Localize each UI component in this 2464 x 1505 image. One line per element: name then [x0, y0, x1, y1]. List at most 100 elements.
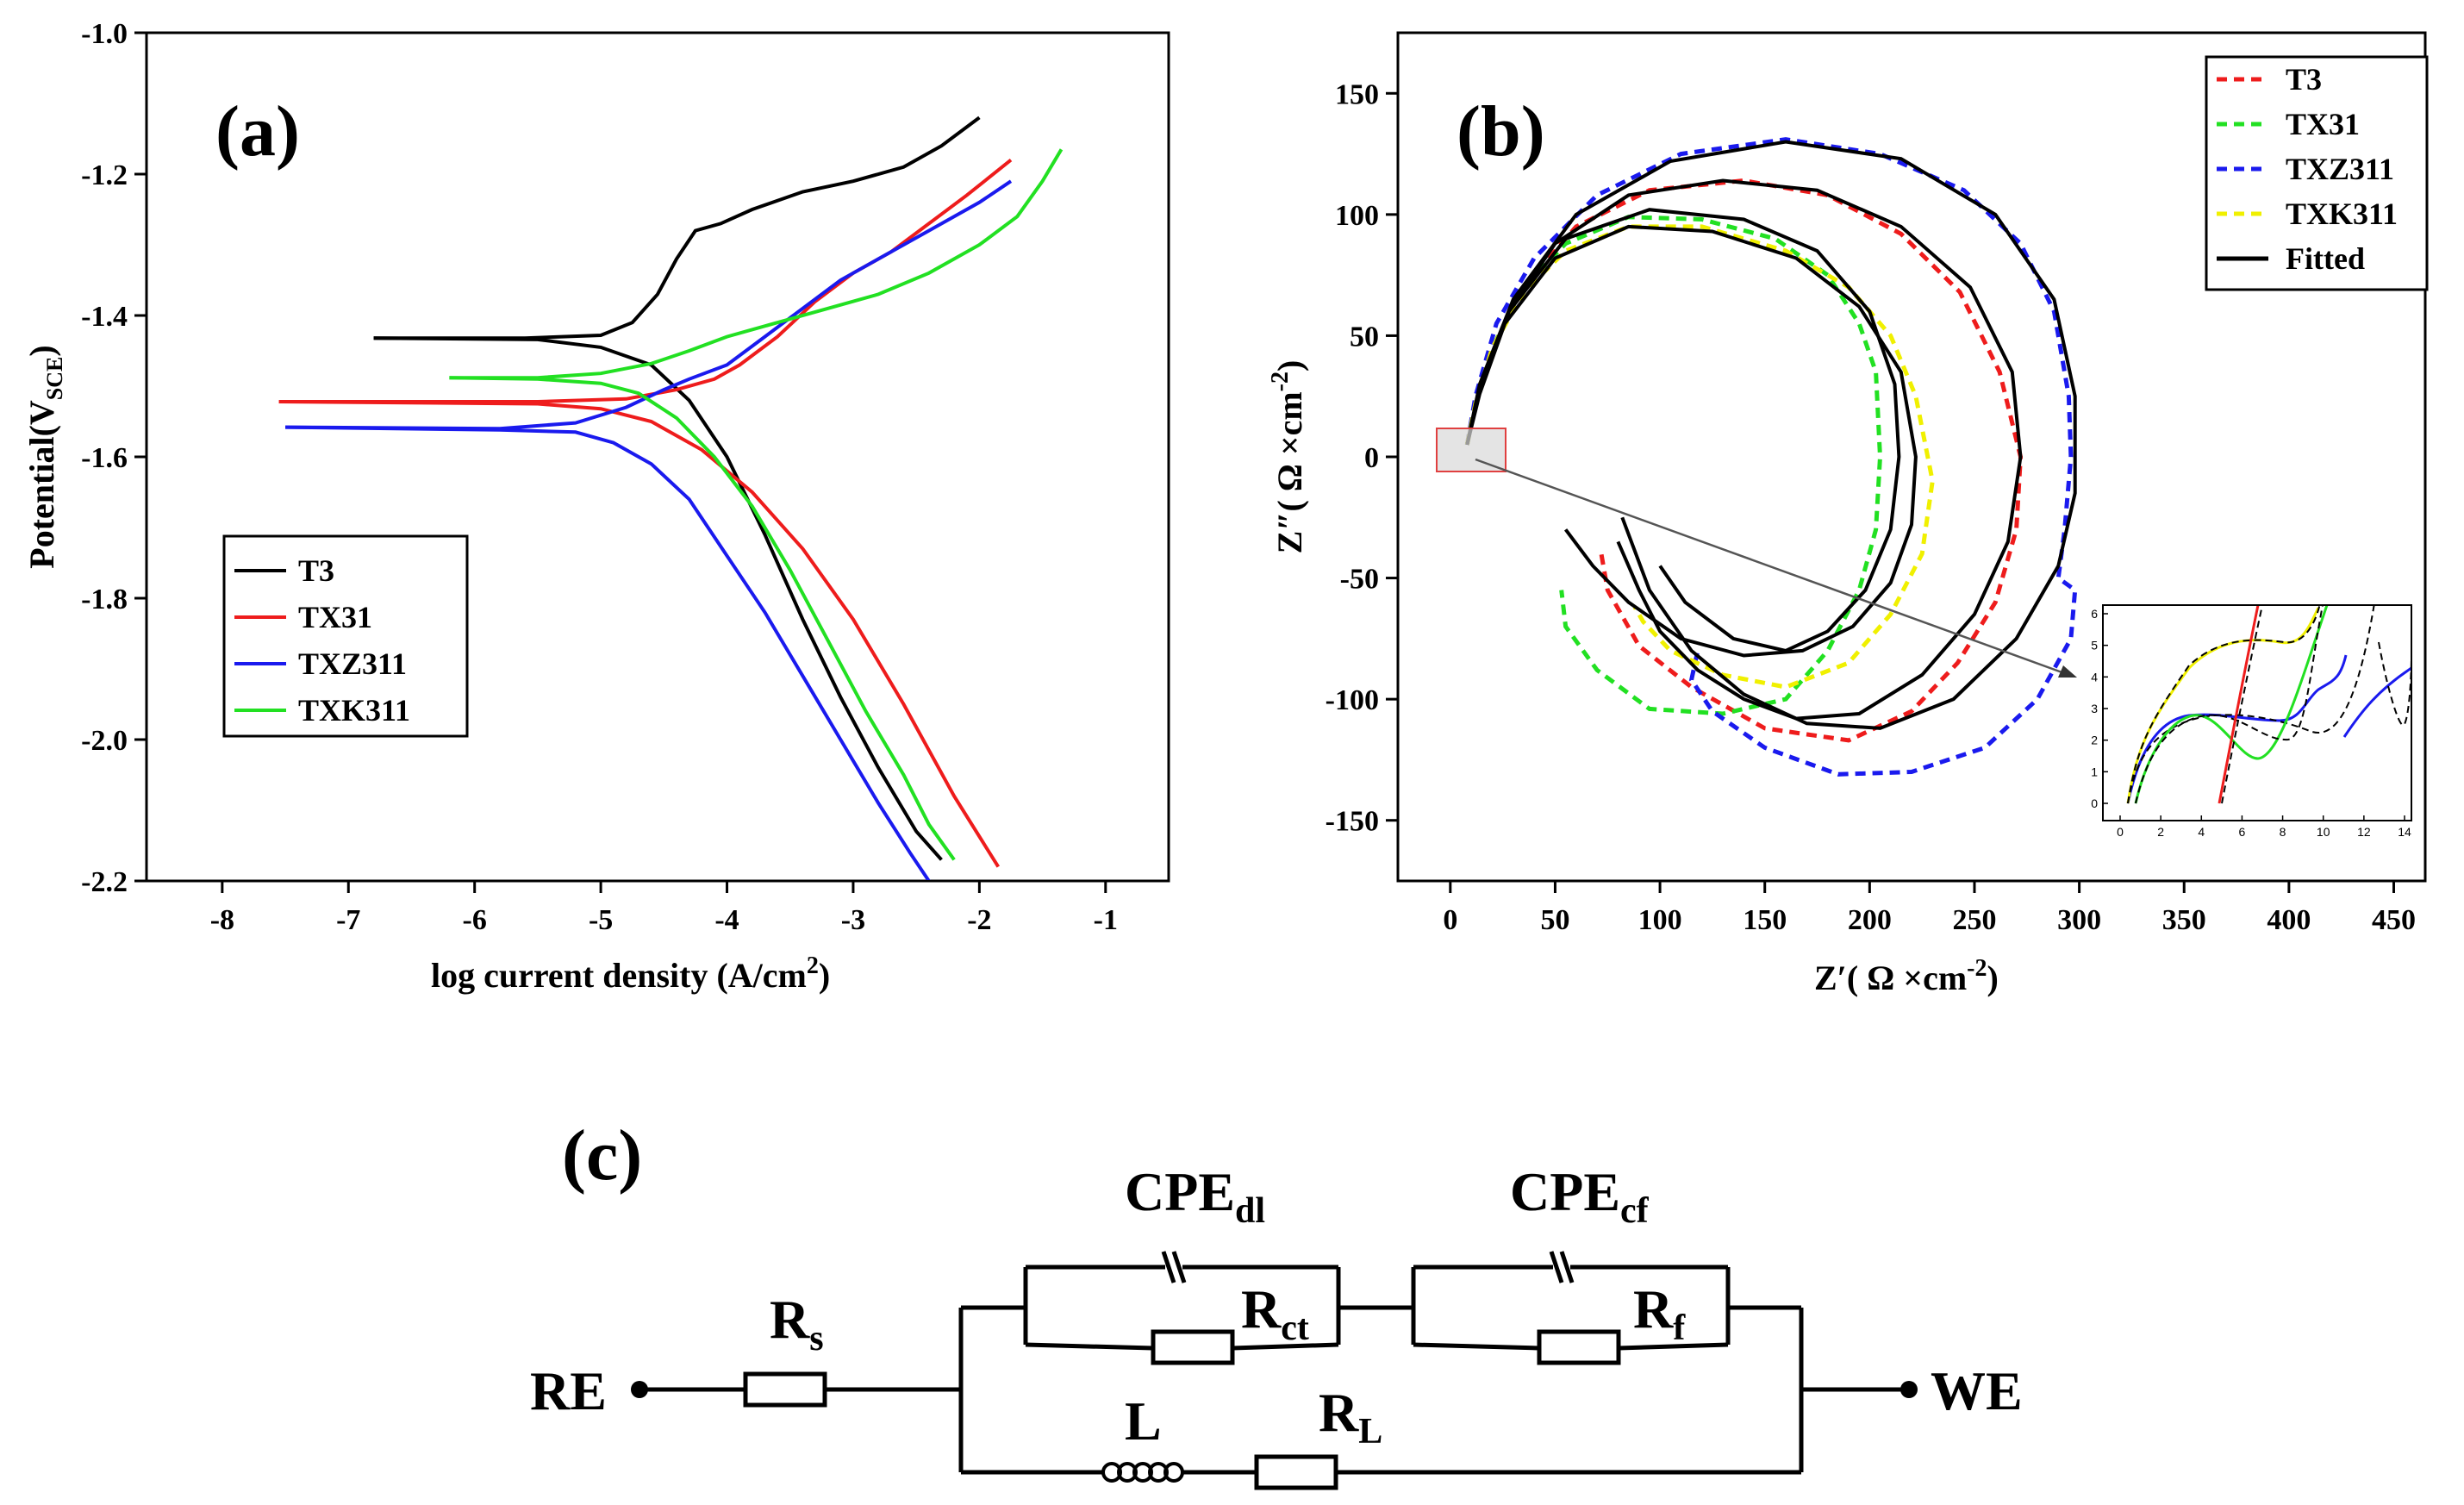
b-series-fitted-5 — [1465, 208, 1901, 653]
a-y-tick-label: -2.0 — [81, 725, 128, 757]
a-y-tick-label: -1.0 — [81, 18, 128, 50]
panel-b-y-axis-label: Z″( Ω ×cm-2) — [1267, 360, 1309, 554]
inset-curve-tx31 — [2134, 606, 2329, 804]
inset-y-tick-label: 4 — [2091, 670, 2098, 684]
b-x-tick-label: 200 — [1848, 904, 1892, 936]
panel-a-series-group — [278, 116, 1064, 880]
panel-b-legend: T3 TX31 TXZ311 TXK311 Fitted — [2205, 55, 2429, 291]
b-series-txz311-2 — [1464, 137, 2078, 777]
panel-c-equivalent-circuit: (c) — [530, 1115, 2023, 1490]
panel-b-zoom-region — [1436, 428, 1506, 472]
inset-x-tick-label: 4 — [2198, 825, 2205, 839]
a-x-tick-label: -4 — [714, 904, 739, 936]
panel-a-label: (a) — [215, 91, 300, 172]
l-label: L — [1125, 1390, 1162, 1452]
b-series-fitted-4 — [1465, 178, 2023, 721]
b-x-tick-label: 50 — [1540, 904, 1569, 936]
panel-b-label: (b) — [1457, 91, 1545, 172]
a-y-tick-label: -2.2 — [81, 866, 128, 898]
resistor-rct — [1151, 1329, 1235, 1365]
resistor-rl — [1254, 1454, 1338, 1490]
a-y-tick-label: -1.4 — [81, 301, 128, 333]
b-legend-label-txk311: TXK311 — [2286, 197, 2398, 231]
a-x-tick-label: -8 — [210, 904, 234, 936]
a-series-txk311-cathodic — [449, 376, 956, 861]
re-label: RE — [530, 1360, 607, 1421]
cpedl-label: CPEdl — [1125, 1161, 1265, 1231]
inset-y-tick-label: 6 — [2091, 607, 2098, 621]
a-y-tick-label: -1.2 — [81, 159, 128, 191]
b-legend-label-t3: T3 — [2286, 62, 2322, 97]
b-x-tick-label: 250 — [1952, 904, 1996, 936]
panel-b-zoom-arrow — [1475, 458, 2068, 676]
b-y-tick-label: 0 — [1364, 442, 1379, 474]
b-x-tick-label: 450 — [2372, 904, 2416, 936]
inset-curve-txz311-tail — [2342, 666, 2411, 738]
a-legend-label-txz311: TXZ311 — [298, 646, 407, 681]
b-series-fitted-7 — [1465, 224, 1918, 658]
a-x-tick-label: -5 — [589, 904, 613, 936]
re-terminal-dot — [631, 1381, 648, 1398]
panel-b-x-ticks: 0 50 100 150 200 250 300 350 400 450 — [1443, 881, 2416, 936]
b-y-tick-label: -50 — [1340, 564, 1379, 596]
rf-label: Rf — [1633, 1278, 1686, 1348]
b-series-fitted-6 — [1465, 140, 2077, 730]
inset-fit-txk311 — [2127, 606, 2321, 804]
b-y-tick-label: -150 — [1326, 806, 1379, 838]
panel-a-y-axis-label: Potential(VSCE) — [22, 345, 67, 568]
inset-fit-tail — [2378, 641, 2411, 727]
inset-fit-t3 — [2221, 606, 2263, 804]
inductor-l — [1101, 1462, 1184, 1483]
a-series-txk311-anodic — [449, 148, 1064, 380]
b-x-tick-label: 0 — [1443, 904, 1457, 936]
wire-rct-right — [1232, 1342, 1339, 1351]
inset-x-tick-label: 6 — [2239, 825, 2246, 839]
panel-a-x-ticks: -8 -7 -6 -5 -4 -3 -2 -1 — [210, 881, 1118, 936]
panel-b-inset-curves — [2126, 606, 2411, 804]
b-legend-label-fitted: Fitted — [2286, 241, 2365, 276]
inset-x-tick-label: 0 — [2117, 825, 2124, 839]
a-series-txz311-anodic — [285, 179, 1013, 431]
b-series-txk311-3 — [1464, 224, 1935, 690]
a-series-tx31-anodic — [278, 159, 1013, 403]
a-series-txz311-cathodic — [285, 425, 931, 880]
panel-b-zoom-arrowhead — [2058, 665, 2077, 678]
b-y-tick-label: -100 — [1326, 684, 1379, 716]
panel-a-x-axis-label: log current density (A/cm2) — [431, 952, 830, 995]
a-legend-label-t3: T3 — [298, 553, 334, 588]
cpecf-symbol — [1549, 1251, 1575, 1283]
resistor-rs — [743, 1371, 827, 1408]
inset-x-tick-label: 8 — [2280, 825, 2286, 839]
wire-rct-left — [1025, 1342, 1154, 1351]
panel-b-legend-box — [2205, 55, 2429, 291]
panel-c-label: (c) — [562, 1115, 642, 1196]
a-series-tx31-cathodic — [278, 400, 1000, 868]
panel-b-series-group — [1464, 137, 2078, 777]
b-x-tick-label: 150 — [1743, 904, 1787, 936]
rs-label: Rs — [770, 1289, 824, 1358]
rl-label: RL — [1319, 1382, 1382, 1452]
panel-b-nyquist-chart: 0 50 100 150 200 250 300 350 400 450 150100500-50… — [1267, 31, 2429, 997]
a-y-tick-label: -1.8 — [81, 584, 128, 615]
b-y-tick-label: 50 — [1350, 321, 1379, 353]
panel-b-y-ticks: 150 100 50 0 -50 -100 -150 — [1326, 78, 1398, 838]
inset-curve-t3 — [2218, 606, 2260, 804]
inset-fit-tx31 — [2135, 606, 2324, 804]
inset-y-tick-label: 2 — [2091, 734, 2098, 747]
wire-rf-left — [1413, 1342, 1540, 1351]
inset-x-tick-label: 10 — [2317, 825, 2330, 839]
b-x-tick-label: 400 — [2267, 904, 2311, 936]
inset-x-tick-label: 12 — [2357, 825, 2371, 839]
a-x-tick-label: -6 — [463, 904, 487, 936]
cpecf-label: CPEcf — [1510, 1161, 1650, 1231]
wire-rf-right — [1618, 1342, 1729, 1351]
inset-fit-txz311 — [2127, 606, 2375, 804]
inset-y-tick-label: 0 — [2091, 796, 2098, 810]
inset-curve-txz311 — [2126, 654, 2348, 804]
b-x-tick-label: 300 — [2057, 904, 2101, 936]
a-legend-label-tx31: TX31 — [298, 600, 372, 634]
b-x-tick-label: 100 — [1638, 904, 1682, 936]
